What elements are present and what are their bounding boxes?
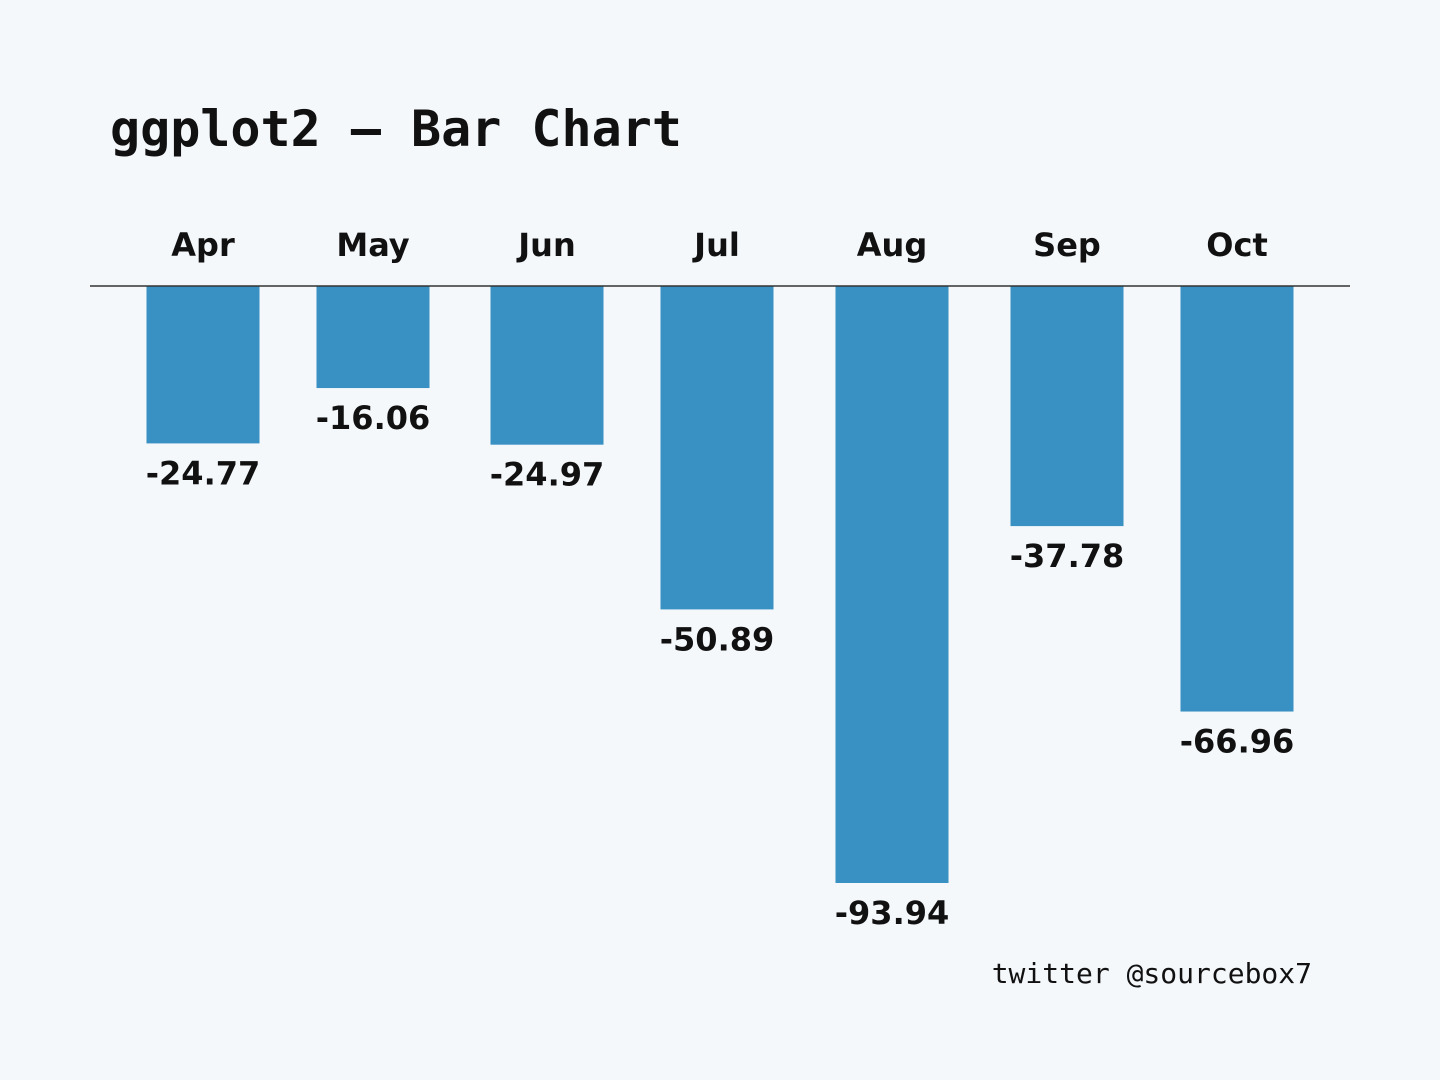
category-label-sep: Sep (1033, 226, 1101, 264)
value-label-aug: -93.94 (835, 894, 950, 932)
category-label-apr: Apr (171, 226, 235, 264)
bar-jun (490, 286, 604, 445)
labels-layer: Apr -24.77 May -16.06 Jun -24.97 Jul -50.89 Aug -… (146, 226, 1295, 932)
value-label-sep: -37.78 (1010, 537, 1125, 575)
value-label-jun: -24.97 (490, 456, 605, 494)
category-label-aug: Aug (857, 226, 927, 264)
bar-sep (1010, 286, 1124, 527)
bar-jul (660, 286, 774, 610)
category-label-may: May (336, 226, 409, 264)
value-label-jul: -50.89 (660, 620, 775, 658)
category-label-oct: Oct (1206, 226, 1267, 264)
bar-aug (835, 286, 949, 883)
chart-title: ggplot2 – Bar Chart (110, 100, 682, 158)
category-label-jun: Jun (516, 226, 575, 264)
value-label-apr: -24.77 (146, 454, 261, 492)
bar-apr (146, 286, 260, 444)
bar-oct (1180, 286, 1294, 712)
bars-layer (146, 286, 1294, 883)
category-label-jul: Jul (692, 226, 740, 264)
value-label-may: -16.06 (316, 399, 431, 437)
caption-credit: twitter @sourcebox7 (992, 957, 1312, 990)
value-label-oct: -66.96 (1180, 723, 1295, 761)
bar-may (316, 286, 430, 389)
